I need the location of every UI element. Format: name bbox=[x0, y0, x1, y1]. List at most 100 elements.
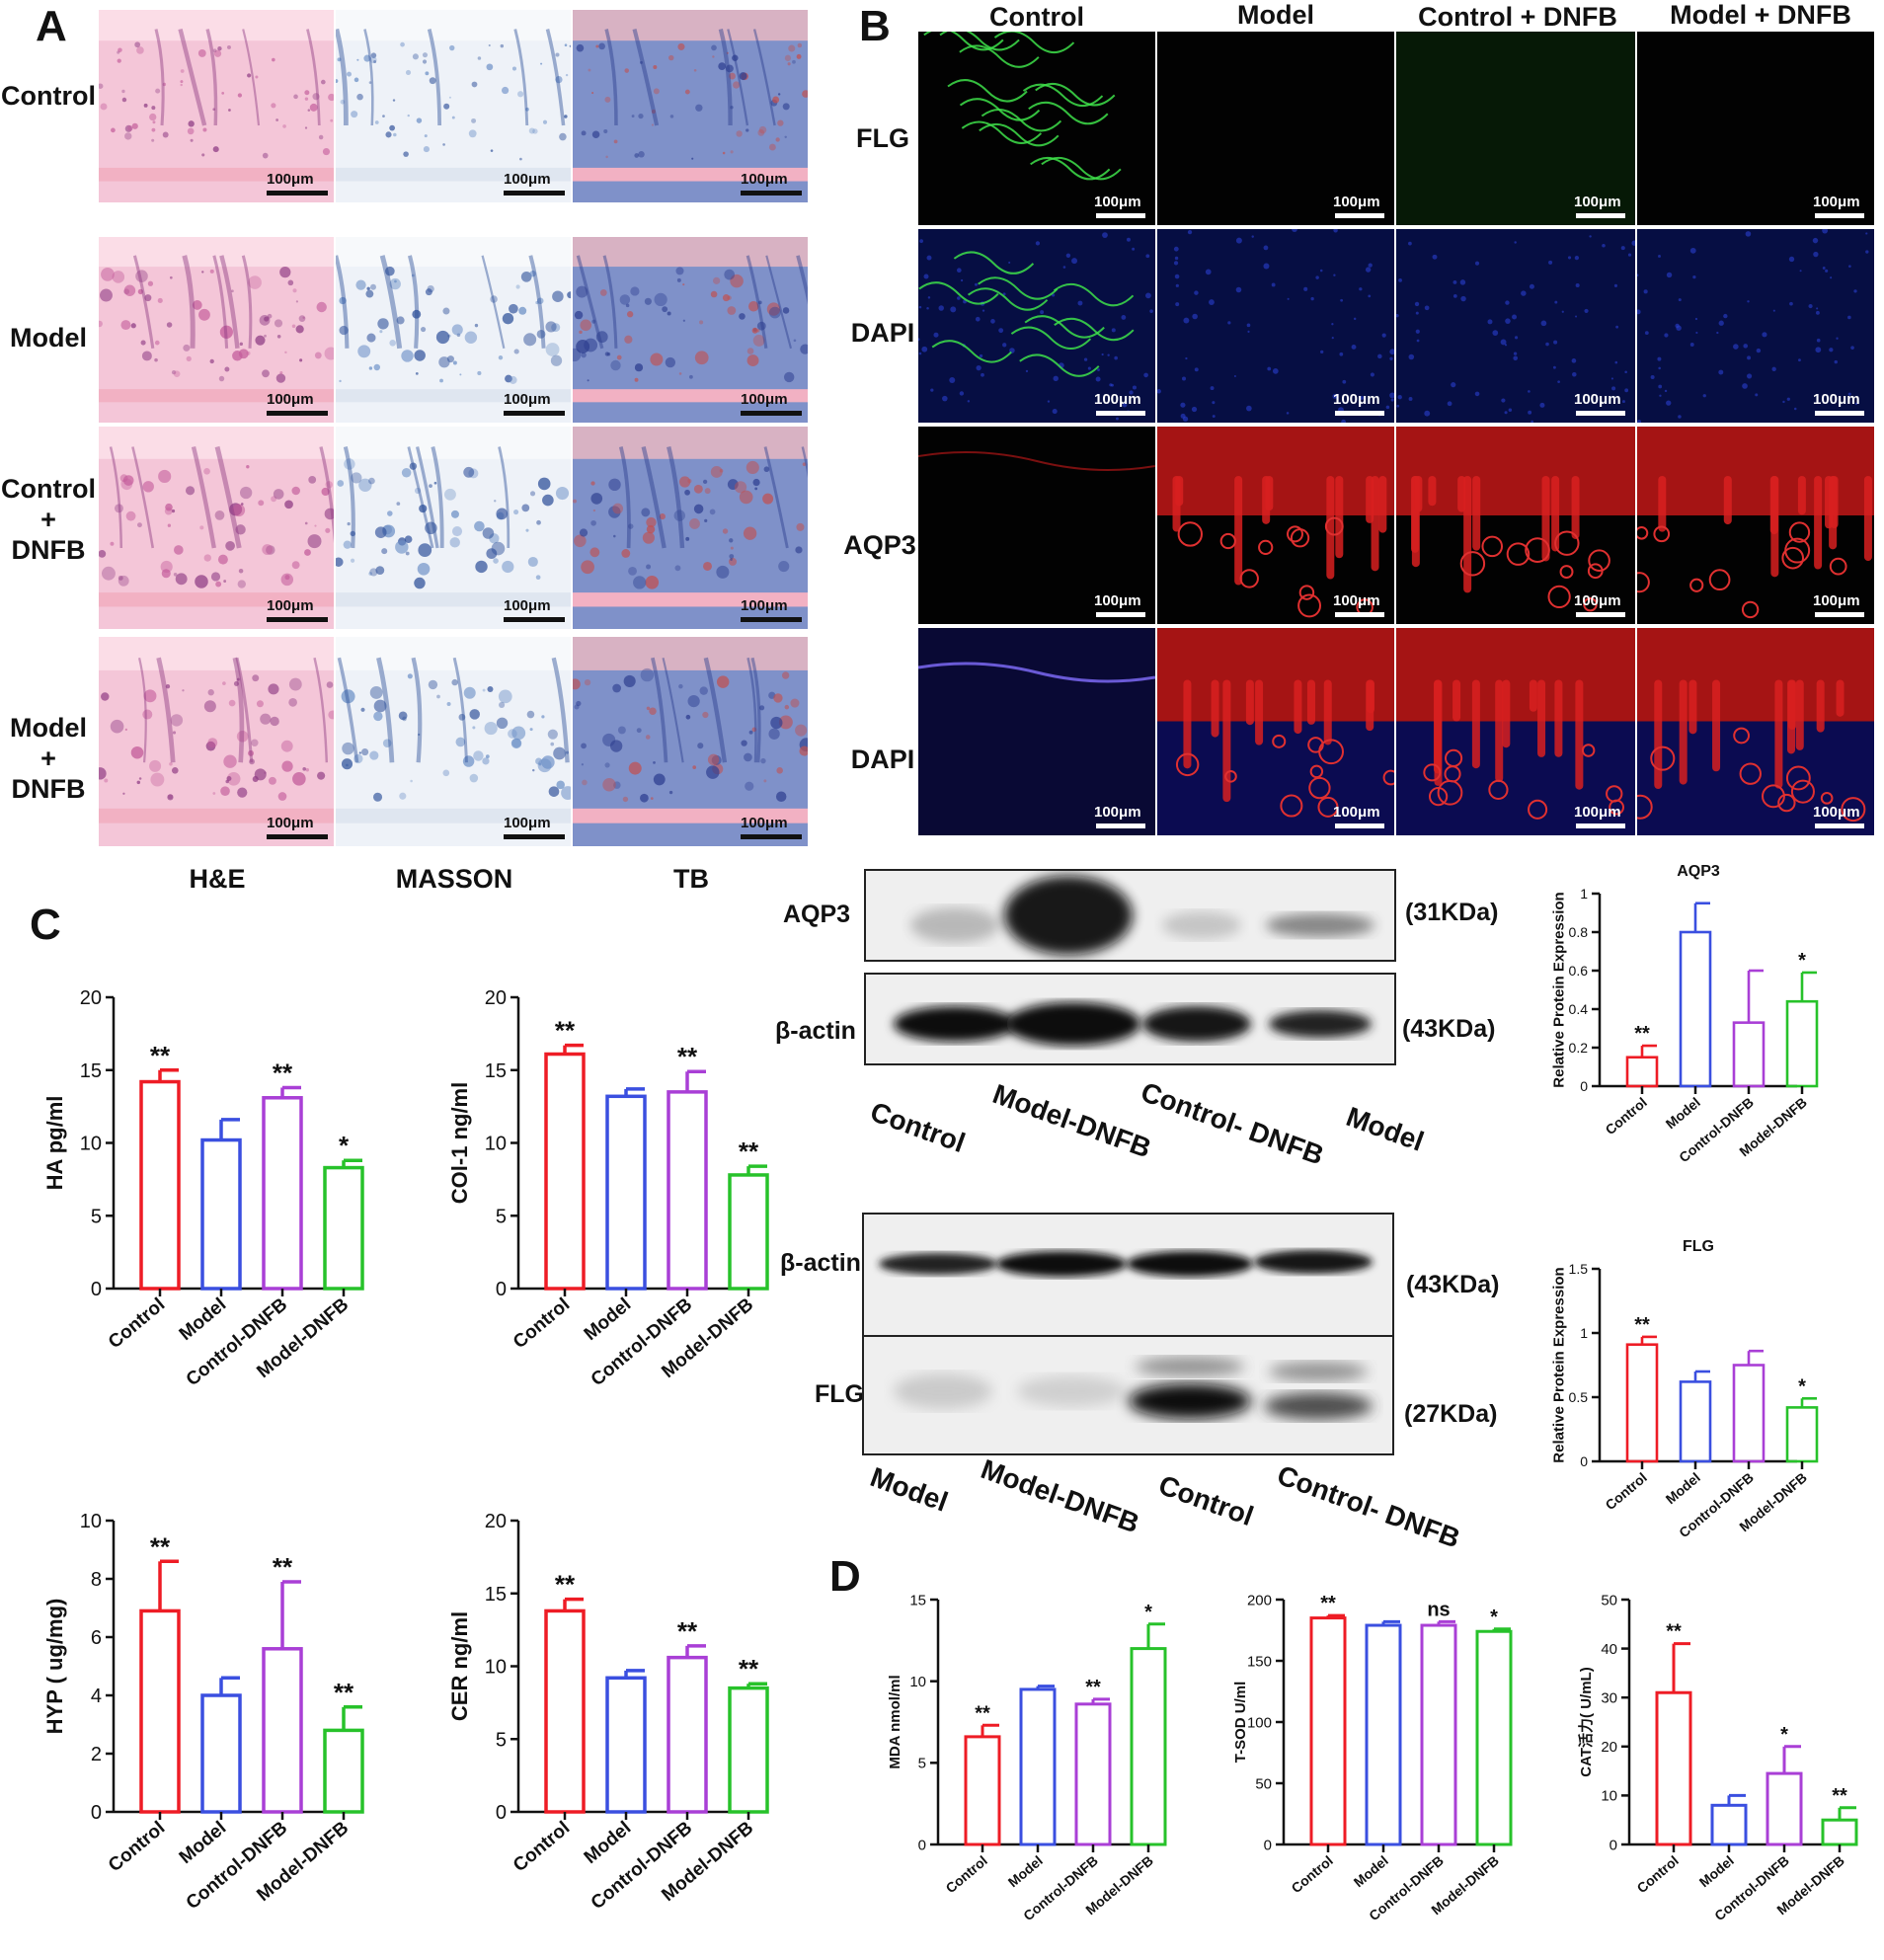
x-tick-label: Control bbox=[510, 1294, 574, 1354]
y-tick-label: 10 bbox=[80, 1134, 102, 1155]
significance-label: ** bbox=[150, 1531, 171, 1561]
scale-bar-label: 100μm bbox=[1813, 804, 1860, 821]
y-tick-label: 0 bbox=[496, 1802, 507, 1824]
fluorescence-tile-r2-c3 bbox=[1396, 229, 1635, 423]
bar-model bbox=[200, 1693, 242, 1814]
y-tick-label: 50 bbox=[1255, 1775, 1272, 1792]
significance-label: ns bbox=[1427, 1599, 1450, 1620]
y-tick-label: 5 bbox=[496, 1729, 507, 1751]
scale-bar-label: 100μm bbox=[1813, 391, 1860, 408]
y-tick-label: 20 bbox=[485, 987, 507, 1009]
y-axis-label: CAT活力( U/mL) bbox=[1577, 1667, 1595, 1776]
significance-label: ** bbox=[1634, 1023, 1650, 1045]
bar-control-dnfb bbox=[1766, 1771, 1803, 1846]
scale-bar bbox=[1335, 823, 1384, 828]
y-tick-label: 40 bbox=[1601, 1641, 1617, 1658]
x-tick-label: Model bbox=[176, 1294, 231, 1345]
x-tick-label: Control bbox=[1289, 1852, 1336, 1896]
bar-model bbox=[1710, 1803, 1748, 1846]
scale-bar-label: 100μm bbox=[1574, 391, 1621, 408]
scale-bar bbox=[741, 617, 802, 622]
x-tick-label: Control bbox=[510, 1818, 574, 1877]
b-row-label-flg: FLG bbox=[856, 123, 909, 153]
y-axis-label: T-SOD U/ml bbox=[1232, 1682, 1249, 1764]
lane-label-2-model-dnfb: Model-DNFB bbox=[977, 1453, 1143, 1539]
significance-label: ** bbox=[739, 1654, 759, 1684]
y-tick-label: 15 bbox=[909, 1592, 926, 1608]
scale-bar-label: 100μm bbox=[741, 171, 788, 188]
significance-label: ** bbox=[555, 1570, 576, 1600]
blot-bands-aqp3 bbox=[910, 876, 1374, 955]
scale-bar bbox=[504, 834, 565, 839]
bar-control-dnfb bbox=[1074, 1702, 1112, 1846]
b-col-label-control-dnfb: Control + DNFB bbox=[1418, 2, 1617, 32]
significance-label: * bbox=[1780, 1724, 1788, 1746]
scale-bar-label: 100μm bbox=[1333, 804, 1380, 821]
y-tick-label: 8 bbox=[91, 1569, 102, 1591]
bar-control-dnfb bbox=[667, 1655, 708, 1814]
scale-bar-label: 100μm bbox=[504, 815, 551, 831]
histology-tile-r1-c2 bbox=[336, 10, 571, 202]
x-tick-label: Model bbox=[176, 1818, 231, 1868]
scale-bar-label: 100μm bbox=[1333, 194, 1380, 210]
y-tick-label: 200 bbox=[1247, 1592, 1272, 1608]
blot-label-beta-actin-1: β-actin bbox=[775, 1017, 856, 1045]
chart-flg: FLG 0 0.5 1 1.5 Relative Protein Expression **… bbox=[1531, 1224, 1856, 1575]
scale-bar bbox=[1576, 411, 1625, 416]
x-tick-label: Model bbox=[1696, 1852, 1737, 1890]
y-tick-label: 0 bbox=[918, 1837, 926, 1853]
fluorescence-tile-r1-c2 bbox=[1157, 32, 1394, 225]
scale-bar bbox=[1815, 612, 1864, 617]
blot-label-aqp3: AQP3 bbox=[783, 901, 851, 928]
scale-bar bbox=[1335, 411, 1384, 416]
lane-label-1-control-dnfb: Control- DNFB bbox=[1137, 1076, 1328, 1171]
y-axis-label: Relative Protein Expression bbox=[1551, 892, 1568, 1087]
chart-title: FLG bbox=[1683, 1238, 1714, 1255]
fluorescence-tile-r3-c3 bbox=[1396, 427, 1635, 624]
lane-label-2-control-dnfb: Control- DNFB bbox=[1273, 1459, 1464, 1554]
scale-bar bbox=[741, 411, 802, 416]
bar-control bbox=[139, 1079, 181, 1291]
scale-bar-label: 100μm bbox=[1813, 592, 1860, 609]
blot-weight-27kda: (27KDa) bbox=[1404, 1400, 1498, 1428]
row-label-control: Control bbox=[1, 81, 96, 111]
lane-label-1-model: Model bbox=[1342, 1101, 1429, 1157]
scale-bar bbox=[1335, 612, 1384, 617]
bar-control bbox=[544, 1608, 586, 1814]
significance-label: ** bbox=[273, 1552, 293, 1582]
blot-weight-43kda-2: (43KDa) bbox=[1406, 1271, 1500, 1298]
y-axis-label: HYP ( ug/mg) bbox=[42, 1599, 67, 1735]
scale-bar bbox=[504, 617, 565, 622]
scale-bar-label: 100μm bbox=[267, 815, 314, 831]
y-tick-label: 10 bbox=[909, 1674, 926, 1690]
significance-label: * bbox=[339, 1131, 350, 1160]
scale-bar bbox=[1576, 213, 1625, 218]
scale-bar-label: 100μm bbox=[1574, 804, 1621, 821]
blot-bands-flg bbox=[894, 1357, 1373, 1420]
scale-bar bbox=[1096, 823, 1145, 828]
scale-bar bbox=[741, 834, 802, 839]
blot-label-beta-actin-2: β-actin bbox=[780, 1249, 861, 1277]
y-tick-label: 30 bbox=[1601, 1689, 1617, 1706]
blot-bands-beta-actin-2 bbox=[879, 1250, 1373, 1277]
row-label-model-dnfb: Model + DNFB bbox=[10, 713, 87, 804]
chart-svg-aqp3: AQP3 0 0.2 0.4 0.6 0.8 1 Relative Protein Expre… bbox=[1551, 863, 1819, 1165]
b-row-label-dapi-1: DAPI bbox=[850, 318, 915, 348]
x-tick-label: Model bbox=[1663, 1469, 1703, 1507]
bar-control bbox=[1655, 1690, 1692, 1846]
scale-bar-label: 100μm bbox=[741, 391, 788, 408]
x-tick-label: Control bbox=[1634, 1852, 1682, 1896]
bar-model bbox=[605, 1676, 647, 1814]
scale-bar-label: 100μm bbox=[1094, 804, 1141, 821]
bar-model bbox=[1679, 930, 1712, 1088]
bar-model-dnfb bbox=[1821, 1818, 1858, 1846]
y-tick-label: 10 bbox=[1601, 1788, 1617, 1805]
panel-letter-c: C bbox=[30, 901, 61, 949]
fluorescence-tile-r1-c3 bbox=[1396, 32, 1635, 225]
x-tick-label: Control bbox=[1603, 1469, 1650, 1513]
blot-strip-beta-actin-2 bbox=[862, 1213, 1394, 1340]
scale-bar bbox=[267, 191, 328, 196]
